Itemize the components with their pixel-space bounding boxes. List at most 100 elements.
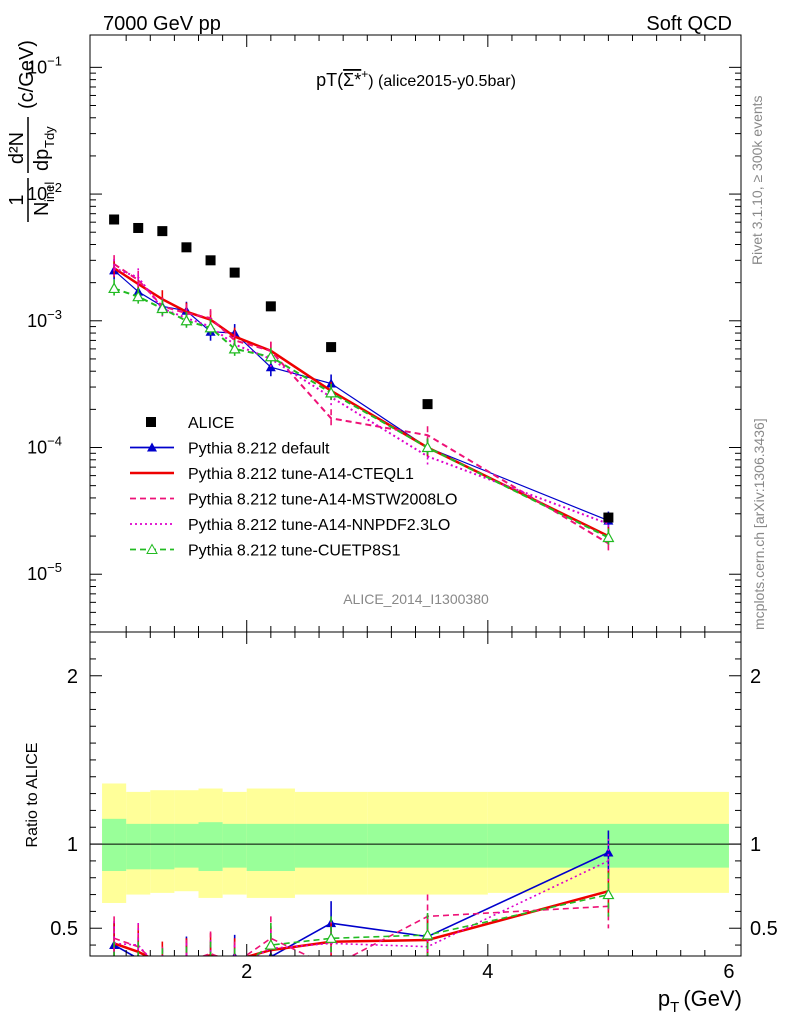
main-plot: 10−5 10−4 10−3 10−2 10−1 pT(Σ*+) (alice2015-… xyxy=(6,34,742,633)
x-tick-label: 6 xyxy=(723,961,734,983)
data-point xyxy=(156,302,169,314)
data-point xyxy=(602,531,615,543)
data-point xyxy=(132,290,145,302)
ratio-plot-marks xyxy=(90,783,741,974)
alice-data-point xyxy=(205,255,216,266)
legend-label: Pythia 8.212 tune-A14-NNPDF2.3LO xyxy=(188,517,450,534)
ratio-line-default xyxy=(113,851,609,956)
y-tick-label: 10−1 xyxy=(27,53,62,77)
series-line-cuetp xyxy=(113,287,609,539)
rivet-label: Rivet 3.1.10, ≥ 300k events xyxy=(749,95,765,265)
ratio-band-inner xyxy=(198,822,223,872)
legend-marker-cuetp xyxy=(146,543,158,554)
alice-data-point xyxy=(265,301,276,312)
ratio-point xyxy=(602,888,615,900)
alice-data-point xyxy=(133,222,144,233)
legend-label: Pythia 8.212 tune-CUETP8S1 xyxy=(188,543,401,560)
ratio-y-tick-label-left: 2 xyxy=(67,666,78,688)
svg-text:1: 1 xyxy=(6,194,28,205)
ratio-line-cuetp xyxy=(253,893,609,956)
legend-label: Pythia 8.212 tune-A14-MSTW2008LO xyxy=(188,492,457,509)
alice-data-point xyxy=(422,399,433,410)
y-tick-label: 10−4 xyxy=(27,434,62,458)
y-tick-label: 10−2 xyxy=(27,180,62,204)
ratio-point xyxy=(230,965,240,974)
ratio-band-inner xyxy=(246,823,295,872)
series-line-cteq xyxy=(113,267,609,538)
svg-text:inel: inel xyxy=(42,182,57,202)
ratio-y-tick-label-right: 2 xyxy=(750,666,761,688)
ratio-band-inner xyxy=(150,823,175,870)
analysis-id: ALICE_2014_I1300380 xyxy=(343,591,489,607)
ratio-point xyxy=(109,959,119,968)
ratio-point xyxy=(264,938,277,950)
data-point xyxy=(108,282,121,294)
ratio-y-tick-label-left: 1 xyxy=(67,834,78,856)
svg-text:(c/GeV): (c/GeV) xyxy=(16,40,38,109)
svg-text:dp: dp xyxy=(31,149,53,171)
ratio-y-tick-label-right: 0.5 xyxy=(750,918,778,940)
svg-text:d²N: d²N xyxy=(6,132,28,164)
data-point xyxy=(228,342,241,354)
alice-data-point xyxy=(326,342,337,353)
ratio-band-inner xyxy=(126,823,151,870)
series-line-default xyxy=(113,269,609,522)
alice-data-point xyxy=(229,267,240,278)
series-line-nnpdf xyxy=(113,267,609,525)
data-point xyxy=(421,441,434,453)
ratio-point xyxy=(133,959,143,968)
ratio-plot-frame xyxy=(89,631,742,957)
ratio-axis-ticks: 0.5 0.5 1 1 2 2 2 4 6 xyxy=(50,632,778,983)
series-cuetp xyxy=(108,279,615,547)
main-y-ticks: 10−5 10−4 10−3 10−2 10−1 xyxy=(27,35,741,632)
ratio-band-inner xyxy=(174,823,199,868)
y-tick-label: 10−3 xyxy=(27,307,62,331)
main-plot-marks xyxy=(108,214,615,553)
ratio-series-cuetp xyxy=(109,872,615,974)
plot-title: pT(Σ*+) (alice2015-y0.5bar) xyxy=(316,67,516,90)
alice-data-point xyxy=(157,226,168,237)
ratio-y-tick-label-left: 0.5 xyxy=(50,918,78,940)
legend: ALICE Pythia 8.212 default Pythia 8.212 tu… xyxy=(130,415,457,560)
mcplots-label: mcplots.cern.ch [arXiv:1306.3436] xyxy=(751,418,767,630)
data-point xyxy=(204,321,217,333)
header-left: 7000 GeV pp xyxy=(103,13,221,35)
x-axis-label: pT (GeV) xyxy=(658,986,742,1016)
alice-data-point xyxy=(181,242,192,253)
ratio-line-mstw xyxy=(113,905,609,956)
ratio-point xyxy=(181,964,191,973)
svg-text:Tdy: Tdy xyxy=(42,126,57,148)
ratio-y-axis-label: Ratio to ALICE xyxy=(24,743,41,848)
alice-data-point xyxy=(603,512,614,523)
ratio-y-tick-label-right: 1 xyxy=(750,834,761,856)
y-tick-label: 10−5 xyxy=(27,560,62,584)
ratio-point xyxy=(603,847,614,857)
data-point xyxy=(180,314,193,326)
data-point xyxy=(264,350,277,362)
ratio-band-inner xyxy=(222,823,247,868)
legend-marker-default xyxy=(147,442,157,452)
x-tick-label: 4 xyxy=(482,961,493,983)
ratio-point xyxy=(157,965,167,974)
ratio-band-inner xyxy=(367,823,488,868)
legend-marker-alice xyxy=(146,417,156,427)
svg-text:N: N xyxy=(31,202,53,216)
ratio-series xyxy=(109,830,615,974)
x-tick-label: 2 xyxy=(241,961,252,983)
ratio-point xyxy=(206,959,216,968)
ratio-point xyxy=(421,928,434,940)
legend-label: ALICE xyxy=(188,415,234,432)
main-y-axis-label: 1 N inel d²N dp Tdy (c/GeV) xyxy=(6,40,57,222)
legend-label: Pythia 8.212 tune-A14-CTEQL1 xyxy=(188,466,414,483)
ratio-point xyxy=(206,962,216,971)
ratio-point xyxy=(325,932,338,943)
alice-data-point xyxy=(109,214,120,225)
ratio-point xyxy=(157,965,167,974)
legend-label: Pythia 8.212 default xyxy=(188,441,330,458)
header-right: Soft QCD xyxy=(646,13,732,35)
series-line-mstw xyxy=(113,263,609,545)
main-plot-area xyxy=(90,35,741,632)
ratio-band-inner xyxy=(294,823,368,868)
ratio-plot: 0.5 0.5 1 1 2 2 2 4 6 Ratio to ALICE pT (GeV) xyxy=(24,631,778,1016)
